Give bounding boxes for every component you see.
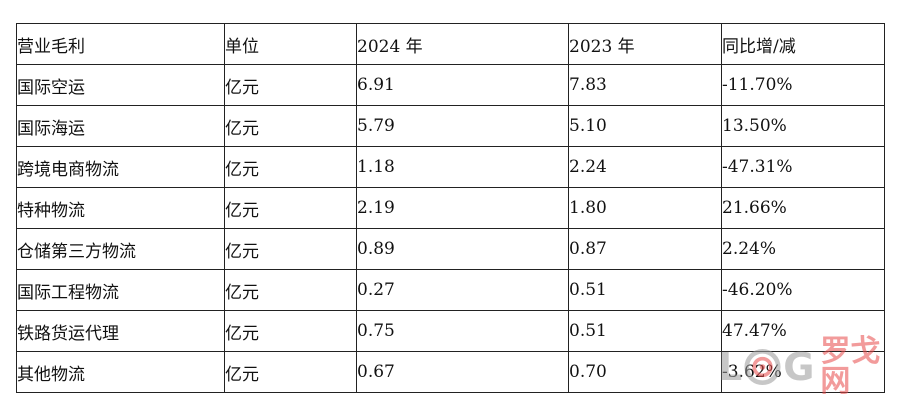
cell-unit: 亿元	[224, 228, 357, 270]
cell-2023: 0.70	[568, 351, 722, 393]
cell-category: 铁路货运代理	[16, 310, 225, 352]
cell-yoy: 2.24%	[721, 228, 885, 270]
cell-unit: 亿元	[224, 269, 357, 311]
cell-2024: 0.75	[356, 310, 569, 352]
cell-yoy: -11.70%	[721, 64, 885, 106]
cell-category: 国际海运	[16, 105, 225, 147]
header-cell-category: 营业毛利	[16, 23, 225, 65]
cell-category: 仓储第三方物流	[16, 228, 225, 270]
cell-2023: 1.80	[568, 187, 722, 229]
cell-category: 国际空运	[16, 64, 225, 106]
cell-2024: 6.91	[356, 64, 569, 106]
table-row: 仓储第三方物流 亿元 0.89 0.87 2.24%	[16, 228, 885, 270]
table-row: 其他物流 亿元 0.67 0.70 -3.62%	[16, 351, 885, 393]
cell-unit: 亿元	[224, 351, 357, 393]
cell-yoy: -47.31%	[721, 146, 885, 188]
cell-category: 特种物流	[16, 187, 225, 229]
cell-unit: 亿元	[224, 105, 357, 147]
table-row: 特种物流 亿元 2.19 1.80 21.66%	[16, 187, 885, 229]
cell-unit: 亿元	[224, 310, 357, 352]
cell-unit: 亿元	[224, 187, 357, 229]
header-cell-2023: 2023 年	[568, 23, 722, 65]
cell-2023: 5.10	[568, 105, 722, 147]
table-row: 跨境电商物流 亿元 1.18 2.24 -47.31%	[16, 146, 885, 188]
cell-unit: 亿元	[224, 64, 357, 106]
cell-2023: 0.87	[568, 228, 722, 270]
cell-2024: 0.27	[356, 269, 569, 311]
table-header-row: 营业毛利 单位 2024 年 2023 年 同比增/减	[16, 23, 885, 65]
cell-2023: 0.51	[568, 310, 722, 352]
cell-category: 其他物流	[16, 351, 225, 393]
cell-2023: 2.24	[568, 146, 722, 188]
cell-yoy: 13.50%	[721, 105, 885, 147]
cell-2023: 0.51	[568, 269, 722, 311]
cell-yoy: 21.66%	[721, 187, 885, 229]
table-row: 国际海运 亿元 5.79 5.10 13.50%	[16, 105, 885, 147]
gross-profit-table: 营业毛利 单位 2024 年 2023 年 同比增/减 国际空运 亿元 6.91…	[16, 23, 885, 393]
cell-2024: 0.89	[356, 228, 569, 270]
cell-yoy: -3.62%	[721, 351, 885, 393]
cell-yoy: -46.20%	[721, 269, 885, 311]
cell-2024: 0.67	[356, 351, 569, 393]
cell-unit: 亿元	[224, 146, 357, 188]
cell-2023: 7.83	[568, 64, 722, 106]
cell-category: 跨境电商物流	[16, 146, 225, 188]
table-row: 国际工程物流 亿元 0.27 0.51 -46.20%	[16, 269, 885, 311]
header-cell-2024: 2024 年	[356, 23, 569, 65]
header-cell-yoy: 同比增/减	[721, 23, 885, 65]
table-row: 国际空运 亿元 6.91 7.83 -11.70%	[16, 64, 885, 106]
header-cell-unit: 单位	[224, 23, 357, 65]
cell-yoy: 47.47%	[721, 310, 885, 352]
cell-category: 国际工程物流	[16, 269, 225, 311]
table-row: 铁路货运代理 亿元 0.75 0.51 47.47%	[16, 310, 885, 352]
cell-2024: 2.19	[356, 187, 569, 229]
cell-2024: 5.79	[356, 105, 569, 147]
cell-2024: 1.18	[356, 146, 569, 188]
